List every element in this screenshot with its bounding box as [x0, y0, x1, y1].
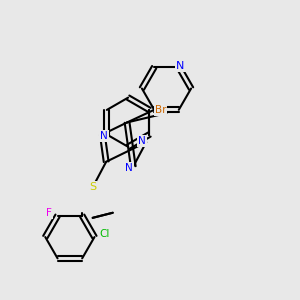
Text: N: N [100, 131, 108, 141]
Text: N: N [176, 61, 184, 71]
Text: S: S [89, 182, 96, 192]
Text: N: N [125, 163, 133, 173]
Text: Br: Br [155, 105, 166, 115]
Text: Cl: Cl [100, 229, 110, 239]
Text: N: N [138, 136, 146, 146]
Text: F: F [46, 208, 52, 218]
